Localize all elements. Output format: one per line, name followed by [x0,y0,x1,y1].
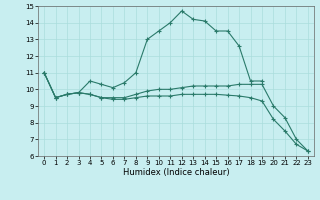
X-axis label: Humidex (Indice chaleur): Humidex (Indice chaleur) [123,168,229,177]
